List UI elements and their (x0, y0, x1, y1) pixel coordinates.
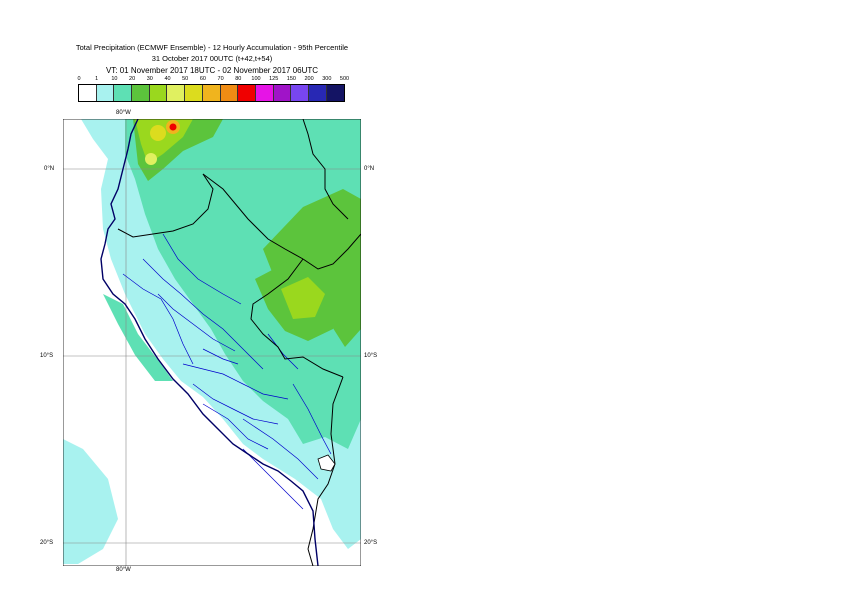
border-peru-bolivia (307, 463, 336, 550)
border-colombia-brazil (302, 233, 362, 270)
lon-label-bottom: 80°W (116, 567, 131, 573)
precip-area-southwest-offshore (63, 439, 118, 564)
legend-threshold-label: 1 (95, 76, 99, 82)
lat-label-10-left: 10°S (40, 353, 54, 359)
country-borders (117, 118, 362, 567)
legend-threshold-label: 20 (129, 76, 136, 82)
precip-area-west-strip (103, 294, 173, 381)
legend-threshold-label: 70 (217, 76, 224, 82)
precipitation-map (62, 118, 362, 571)
precip-area-10-20mm (125, 119, 361, 449)
coastline (100, 118, 319, 567)
legend-swatch (167, 85, 186, 101)
legend-swatch (96, 85, 115, 101)
legend-swatch (308, 85, 327, 101)
map-canvas (62, 118, 362, 567)
legend-threshold-label: 300 (322, 76, 332, 82)
border-brazil-bolivia (330, 376, 344, 465)
precip-cell-80mm (169, 123, 177, 131)
legend-swatch (220, 85, 239, 101)
map-title: Total Precipitation (ECMWF Ensemble) - 1… (75, 43, 349, 52)
legend-swatch (202, 85, 221, 101)
border-ecuador-peru (117, 173, 214, 238)
legend-swatch (185, 85, 203, 101)
precip-cell-40mm (145, 153, 157, 165)
legend-color-bar (78, 84, 346, 102)
legend-threshold-label: 50 (182, 76, 189, 82)
legend-swatch (326, 85, 345, 101)
lake-titicaca (317, 454, 336, 472)
base-time-subtitle: 31 October 2017 00UTC (t+42,t+54) (151, 54, 273, 63)
legend-threshold-label: 500 (339, 76, 350, 82)
graticule (63, 119, 361, 566)
legend-threshold-label: 80 (235, 76, 242, 82)
border-colombia-venezuela (302, 118, 349, 220)
valid-time-subtitle: VT: 01 November 2017 18UTC - 02 November… (105, 66, 319, 75)
legend-swatch (291, 85, 309, 101)
legend-swatch (238, 85, 256, 101)
legend-swatch (79, 85, 97, 101)
legend-threshold-label: 60 (199, 76, 206, 82)
border-chile-bolivia (307, 548, 314, 567)
legend-swatch (273, 85, 292, 101)
lat-label-10-right: 10°S (364, 353, 378, 359)
legend-threshold-label: 100 (251, 76, 261, 82)
legend-threshold-label: 10 (111, 76, 118, 82)
legend-threshold-label: 125 (269, 76, 279, 82)
legend-threshold-label: 150 (286, 76, 296, 82)
legend-swatch (149, 85, 168, 101)
lat-label-0-left: 0°N (44, 166, 55, 172)
legend-threshold-label: 40 (164, 76, 171, 82)
precip-area-30-40mm (281, 277, 325, 319)
lat-label-20-right: 20°S (364, 540, 378, 546)
legend-swatch (255, 85, 274, 101)
lat-label-20-left: 20°S (40, 540, 54, 546)
border-brazil-peru (250, 258, 344, 378)
lon-label-top: 80°W (116, 110, 131, 116)
legend-threshold-label: 200 (304, 76, 314, 82)
lat-label-0-right: 0°N (364, 166, 375, 172)
legend-swatch (132, 85, 150, 101)
border-colombia-peru (202, 173, 304, 260)
legend-threshold-label: 30 (146, 76, 153, 82)
legend-swatch (114, 85, 133, 101)
precip-cell-50mm (150, 125, 166, 141)
precipitation-field (63, 119, 361, 564)
legend-threshold-label: 0 (77, 76, 81, 82)
region-boundaries (122, 233, 332, 510)
